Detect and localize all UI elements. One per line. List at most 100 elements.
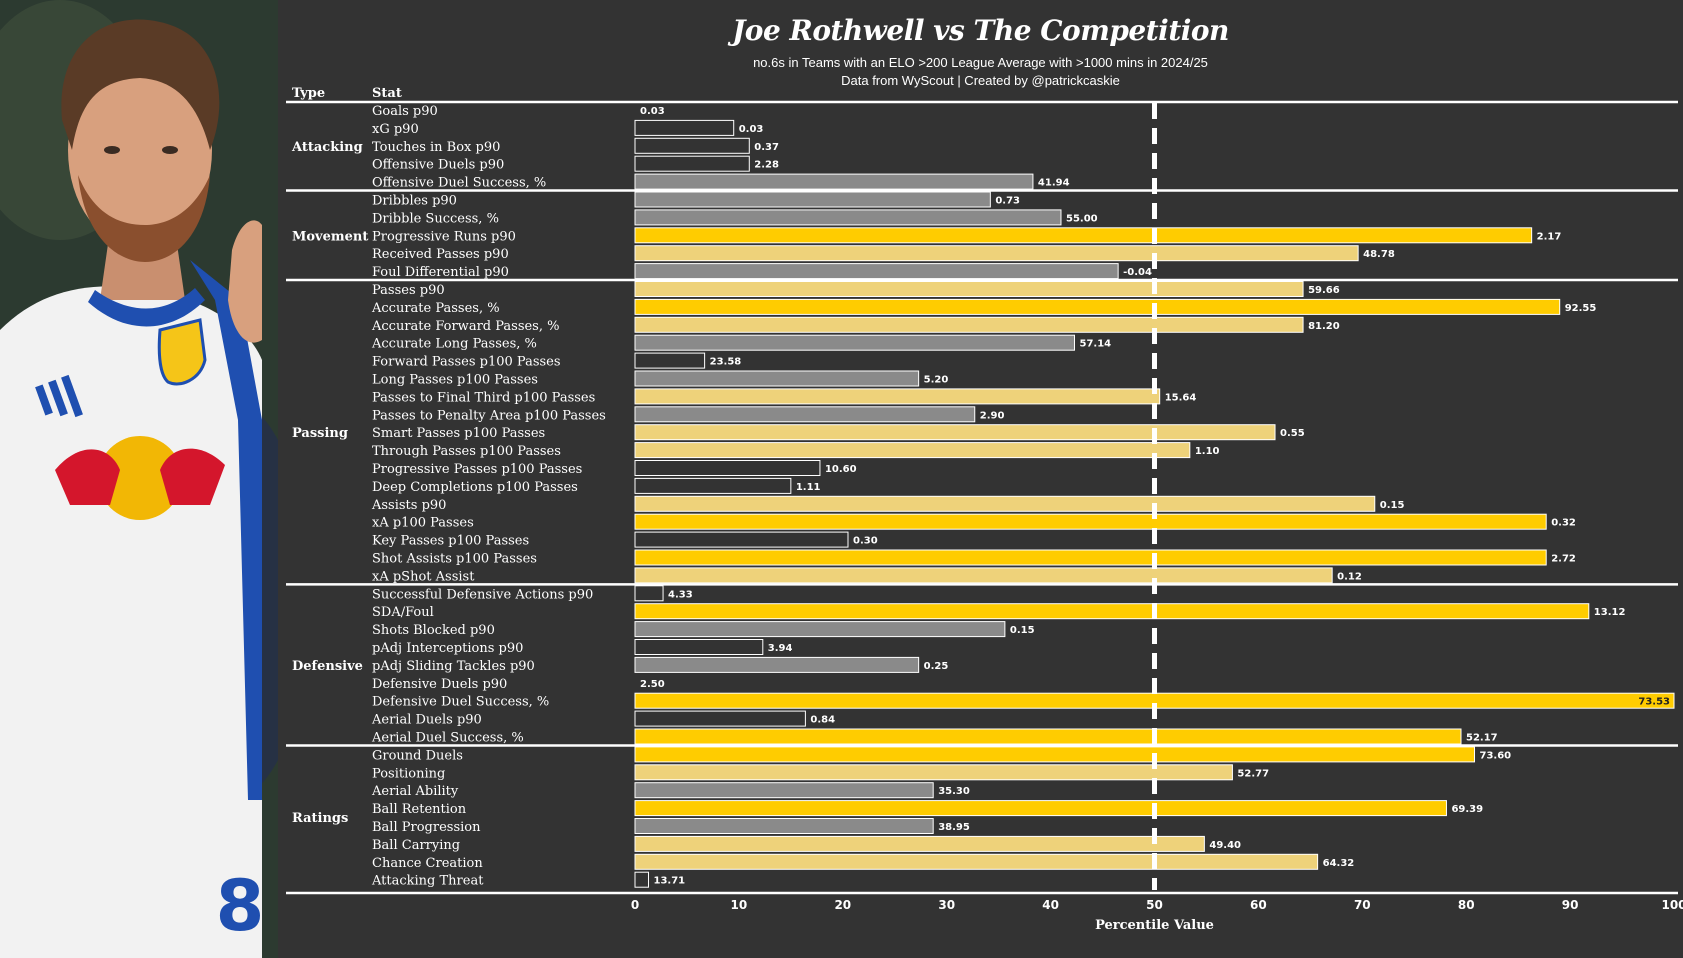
- value-label: 0.03: [640, 106, 665, 117]
- stat-label: Defensive Duel Success, %: [372, 695, 549, 710]
- value-label: 5.20: [924, 375, 949, 386]
- bar: [634, 137, 750, 154]
- stat-label: Offensive Duel Success, %: [372, 176, 546, 191]
- stat-label: Shot Assists p100 Passes: [372, 552, 537, 567]
- chart-subtitle: no.6s in Teams with an ELO >200 League A…: [753, 55, 1208, 70]
- bar: [634, 495, 1376, 512]
- value-label: 4.33: [668, 589, 693, 600]
- stat-label: Positioning: [372, 766, 445, 781]
- stat-label: Progressive Passes p100 Passes: [372, 462, 582, 477]
- bar: [634, 477, 792, 494]
- bar: [634, 334, 1075, 351]
- chart-title: Joe Rothwell vs The Competition: [732, 14, 1229, 47]
- bar: [634, 567, 1333, 584]
- stat-label: Defensive Duels p90: [372, 677, 507, 692]
- stat-label: xA pShot Assist: [372, 569, 475, 584]
- x-tick-label: 60: [1250, 898, 1267, 912]
- x-tick-label: 30: [938, 898, 955, 912]
- x-tick-label: 20: [834, 898, 851, 912]
- x-tick-label: 50: [1146, 898, 1163, 912]
- chart-svg: Type Stat Goals p90 0.03 xG p90 0.03 Touches i…: [286, 86, 1683, 933]
- x-tick-label: 0: [631, 898, 639, 912]
- stat-label: Accurate Forward Passes, %: [371, 319, 559, 334]
- value-label: 2.72: [1551, 554, 1576, 565]
- stat-label: Assists p90: [371, 498, 446, 513]
- stat-label: Successful Defensive Actions p90: [372, 587, 593, 602]
- stat-label: Goals p90: [372, 104, 438, 119]
- value-label: 0.15: [1010, 625, 1035, 636]
- bar: [634, 370, 920, 387]
- bar: [634, 818, 934, 834]
- type-column-header: Type: [292, 86, 325, 101]
- x-tick-label: 100: [1661, 898, 1683, 912]
- bar: [634, 298, 1561, 315]
- stat-label: Passes to Final Third p100 Passes: [372, 390, 595, 405]
- bar: [634, 460, 821, 476]
- stat-label: xA p100 Passes: [372, 516, 474, 531]
- x-tick-label: 10: [731, 898, 748, 912]
- stat-label: Progressive Runs p90: [372, 229, 516, 244]
- value-label: 38.95: [938, 822, 970, 833]
- value-label: 0.73: [995, 196, 1020, 207]
- bar: [634, 424, 1276, 441]
- bar: [634, 316, 1304, 333]
- bar: [634, 621, 1006, 638]
- group-label: Movement: [292, 229, 368, 244]
- bar: [634, 513, 1547, 530]
- stat-label: Received Passes p90: [372, 247, 509, 262]
- value-label: 13.12: [1594, 607, 1626, 618]
- value-label: 57.14: [1079, 339, 1111, 350]
- value-label: 49.40: [1209, 840, 1241, 851]
- x-tick-label: 70: [1354, 898, 1371, 912]
- value-label: 2.17: [1537, 231, 1562, 242]
- value-label: 0.84: [810, 715, 835, 726]
- value-label: 0.03: [739, 124, 764, 135]
- value-label: 10.60: [825, 464, 857, 475]
- value-label: 0.25: [924, 661, 949, 672]
- bar: [634, 710, 806, 727]
- value-label: 0.37: [754, 142, 779, 153]
- value-label: 69.39: [1451, 804, 1483, 815]
- value-label: 1.10: [1195, 446, 1220, 457]
- stat-label: Passes to Penalty Area p100 Passes: [372, 408, 606, 423]
- value-label: 55.00: [1066, 213, 1098, 224]
- stat-label: Foul Differential p90: [372, 265, 509, 280]
- stat-label: Long Passes p100 Passes: [372, 373, 538, 388]
- value-label: 35.30: [938, 786, 970, 797]
- value-label: 92.55: [1565, 303, 1597, 314]
- bar: [634, 603, 1590, 620]
- bar: [634, 835, 1205, 852]
- bar: [634, 585, 664, 602]
- bar: [634, 406, 976, 423]
- bar: [634, 728, 1462, 745]
- value-label: 0.30: [853, 536, 878, 547]
- stat-label: Attacking Threat: [371, 874, 484, 889]
- bar: [634, 173, 1034, 190]
- percentile-chart: Joe Rothwell vs The Competition no.6s in…: [278, 0, 1683, 958]
- value-label: 52.17: [1466, 733, 1498, 744]
- stat-label: Ground Duels: [372, 748, 463, 763]
- stat-label: Forward Passes p100 Passes: [372, 355, 561, 370]
- bar: [634, 119, 735, 136]
- stat-column-header: Stat: [372, 86, 402, 101]
- value-label: 0.55: [1280, 428, 1305, 439]
- value-label: 2.28: [754, 160, 779, 171]
- value-label: 13.71: [654, 876, 686, 887]
- bar: [634, 800, 1447, 817]
- stat-label: Ball Retention: [372, 802, 467, 817]
- value-label: 3.94: [768, 643, 793, 654]
- chart-credit: Data from WyScout | Created by @patrickc…: [841, 73, 1120, 88]
- value-label: 0.32: [1551, 518, 1576, 529]
- stat-label: Key Passes p100 Passes: [372, 534, 529, 549]
- value-label: 0.12: [1337, 571, 1362, 582]
- x-axis-label: Percentile Value: [1095, 918, 1214, 933]
- stat-label: Passes p90: [372, 283, 445, 298]
- group-label: Attacking: [291, 140, 363, 155]
- bar: [634, 388, 1161, 405]
- value-label: 1.11: [796, 482, 821, 493]
- stat-label: Aerial Duels p90: [371, 713, 482, 728]
- bar: [634, 227, 1533, 244]
- value-label: 73.53: [1638, 697, 1670, 708]
- value-label: 48.78: [1363, 249, 1395, 260]
- stat-label: Accurate Long Passes, %: [371, 337, 537, 352]
